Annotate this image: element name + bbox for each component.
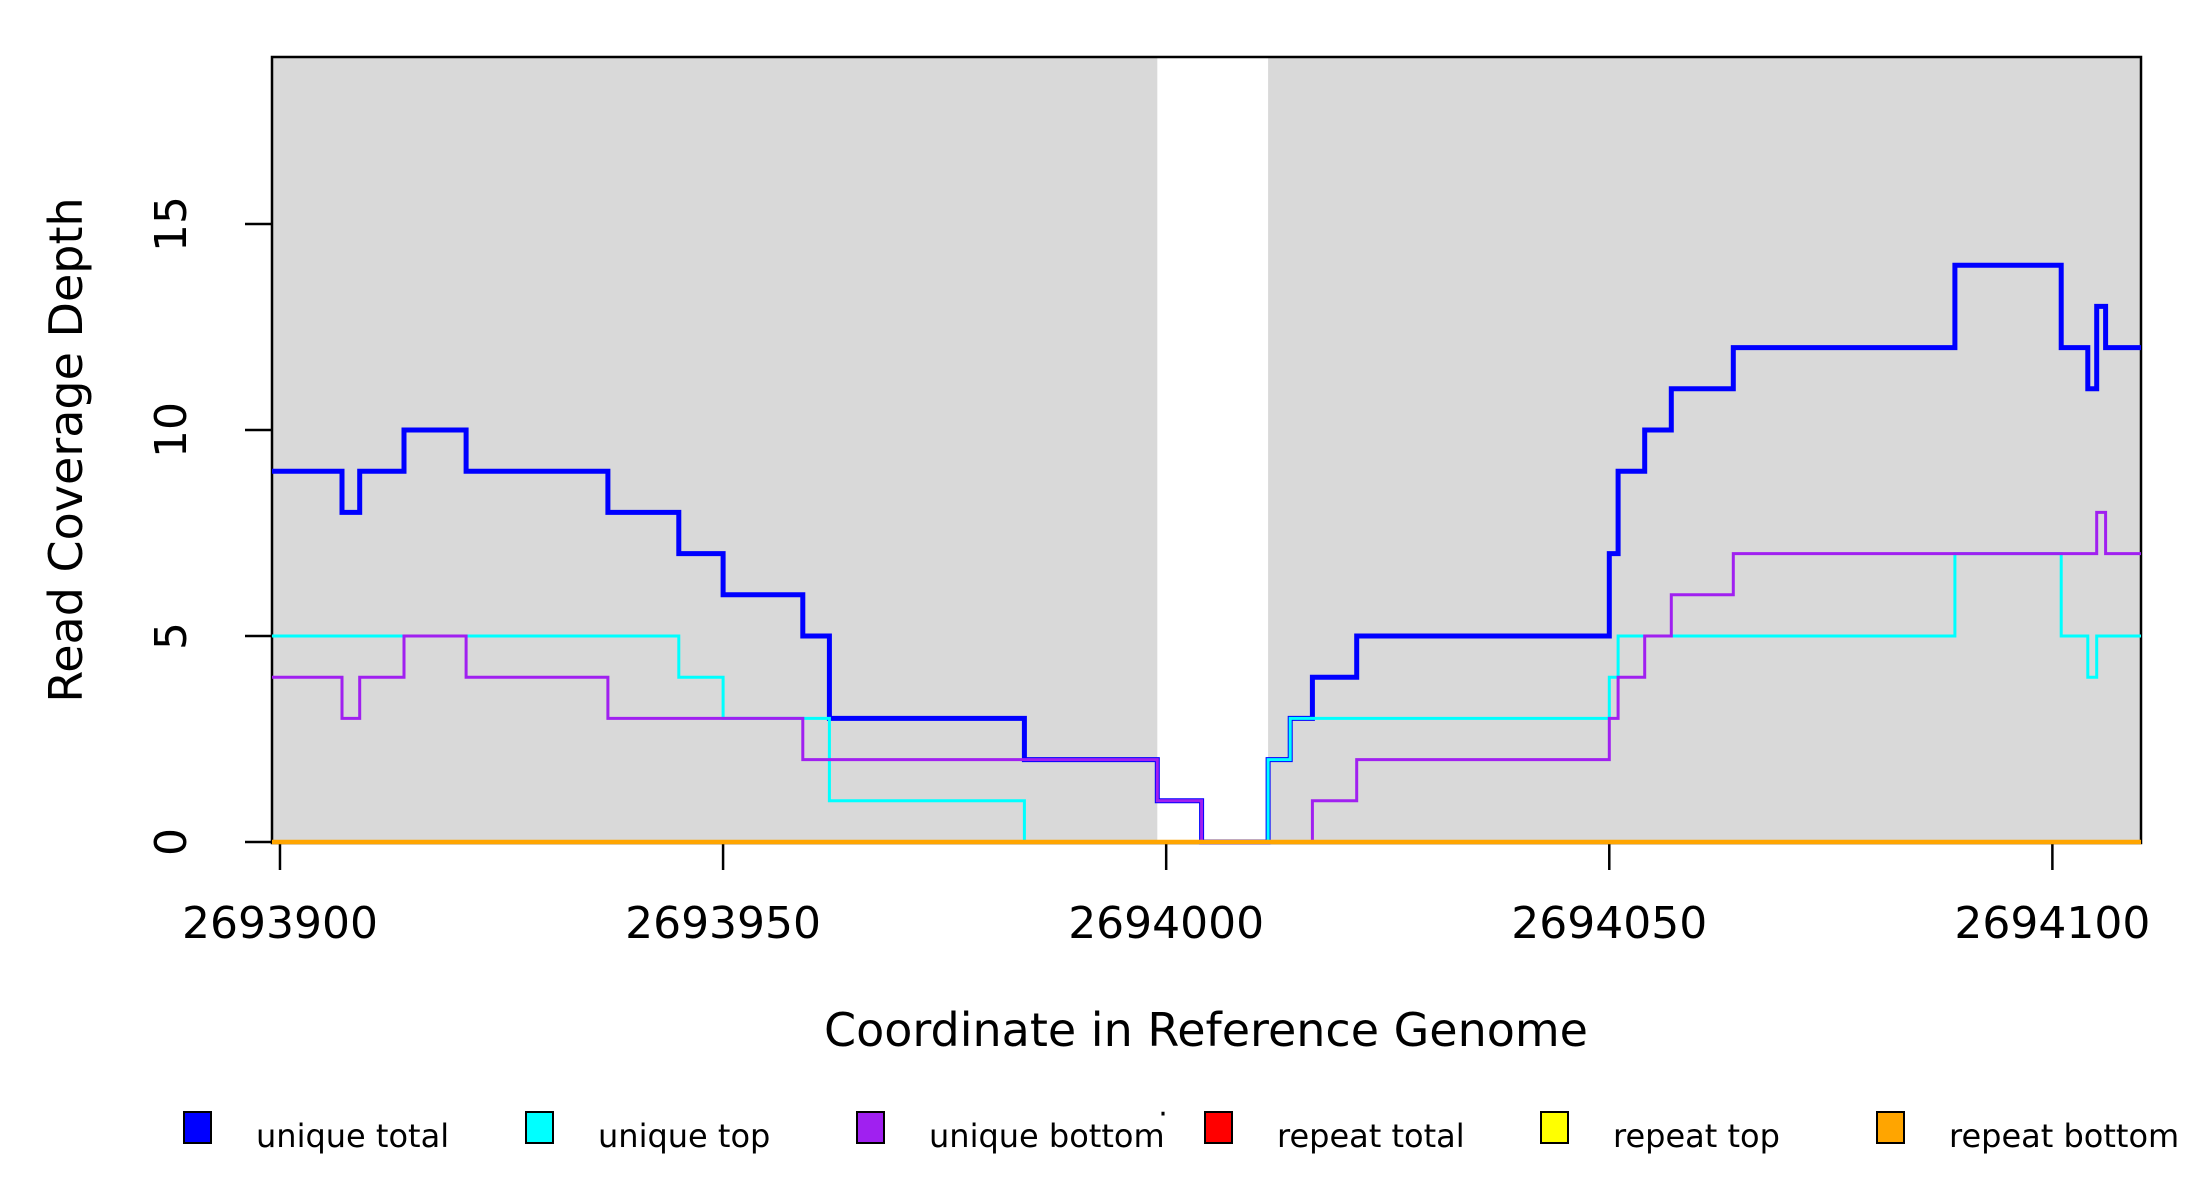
legend-swatch-unique-top — [525, 1111, 554, 1144]
legend-swatch-unique-bottom — [856, 1111, 885, 1144]
y-axis-tick-label: 10 — [146, 402, 197, 458]
y-axis-title: Read Coverage Depth — [39, 197, 93, 702]
x-axis-title: Coordinate in Reference Genome — [824, 1003, 1588, 1057]
series-layer — [272, 262, 2141, 845]
axes-layer: 2693900 2693950 2694000 2694050 2694100 0 5 10 1… — [146, 196, 2150, 949]
stray-dot: · — [1158, 1097, 1168, 1132]
legend-label: unique total — [256, 1117, 449, 1155]
legend-item: repeat top — [1540, 1111, 1780, 1155]
x-axis-tick-label: 2693950 — [625, 898, 821, 949]
y-axis-tick-label: 5 — [146, 622, 197, 650]
y-axis-tick-label: 0 — [146, 828, 197, 856]
legend-item: unique total — [183, 1111, 449, 1155]
shaded-bands-layer — [272, 57, 2141, 843]
shaded-band — [1268, 57, 2141, 843]
x-axis-tick-label: 2694100 — [1954, 898, 2150, 949]
legend-label: unique bottom — [929, 1117, 1165, 1155]
legend-item: repeat bottom — [1876, 1111, 2179, 1155]
legend-label: repeat top — [1613, 1117, 1780, 1155]
axis-titles-layer: Read Coverage Depth Coordinate in Refere… — [39, 197, 1588, 1057]
legend-swatch-repeat-top — [1540, 1111, 1569, 1144]
shaded-band — [272, 57, 1158, 843]
legend-label: repeat bottom — [1949, 1117, 2179, 1155]
series-line-unique-bottom — [272, 510, 2141, 844]
legend-swatch-repeat-total — [1204, 1111, 1233, 1144]
legend: unique total unique top unique bottom repea… — [183, 1097, 2179, 1155]
legend-label: repeat total — [1277, 1117, 1465, 1155]
legend-label: unique top — [598, 1117, 770, 1155]
x-axis-tick-label: 2694050 — [1511, 898, 1707, 949]
x-axis-tick-label: 2694000 — [1068, 898, 1264, 949]
legend-item: repeat total — [1204, 1111, 1465, 1155]
legend-swatch-repeat-bottom — [1876, 1111, 1905, 1144]
legend-item: unique top — [525, 1111, 770, 1155]
legend-swatch-unique-total — [183, 1111, 212, 1144]
y-axis-tick-label: 15 — [146, 196, 197, 252]
legend-item: unique bottom — [856, 1111, 1165, 1155]
x-axis-tick-label: 2693900 — [182, 898, 378, 949]
